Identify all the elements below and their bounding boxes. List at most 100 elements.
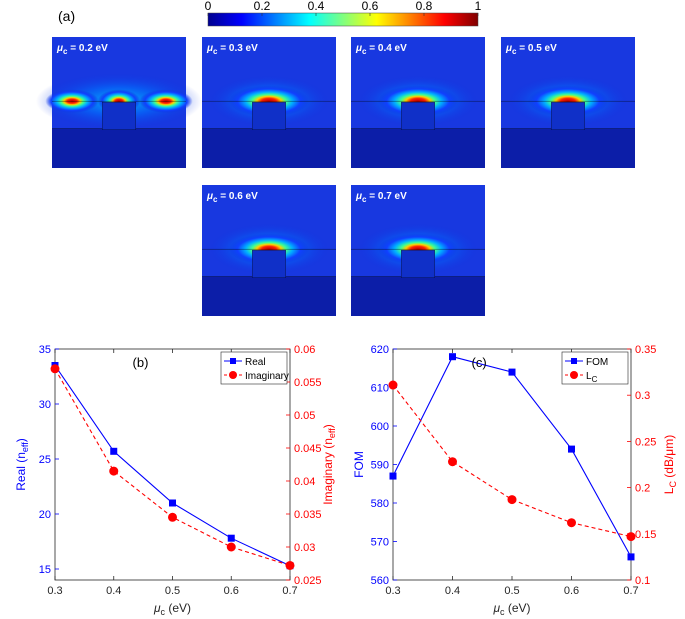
mu-subscript: c <box>362 47 367 56</box>
y-right-axis-label: Imaginary (neff) <box>321 424 337 505</box>
mode-profile-panel: μc = 0.4 eV <box>351 37 485 168</box>
mode-profile-value: = 0.6 eV <box>217 191 258 202</box>
y-left-tick-label: 580 <box>371 498 389 510</box>
y-right-tick-label: 0.03 <box>294 542 315 554</box>
mode-profile-value: = 0.7 eV <box>366 191 407 202</box>
y-right-label-end: ) <box>321 424 335 428</box>
chart-b: 0.3 0.4 0.5 0.6 0.7 15 20 25 30 35 0.03 0.035 0.04 0.… <box>14 344 337 617</box>
y-left-label-sub: eff <box>20 442 30 452</box>
data-point-real <box>227 534 235 542</box>
y-right-tick-label: 0.035 <box>294 509 322 521</box>
y-right-label-sub: eff <box>327 428 337 438</box>
y-left-tick-label: 570 <box>371 537 389 549</box>
x-label-sub: c <box>500 607 505 617</box>
y-right-label-main: Imaginary (n <box>321 438 335 505</box>
chart-c: 0.3 0.4 0.5 0.6 0.7 560 570 580 590 600 610 620 0.1 0… <box>352 344 678 617</box>
mode-profile-label: μc = 0.6 eV <box>206 191 258 204</box>
legend-entry-text: FOM <box>586 357 608 368</box>
substrate-layer <box>202 276 336 316</box>
colorbar-ticks: 0 0.2 0.4 0.6 0.8 1 <box>205 0 482 16</box>
data-point-fom <box>508 368 516 376</box>
y-left-label-main: Real (n <box>14 452 28 491</box>
legend-marker <box>571 358 577 364</box>
mode-profile-panel: μc = 0.3 eV <box>202 37 336 168</box>
x-label-unit: (eV) <box>505 601 531 615</box>
y-left-tick-label: 620 <box>371 344 389 356</box>
y-left-axis-label: Real (neff) <box>14 438 30 491</box>
colorbar-tick-label: 0.6 <box>362 0 379 13</box>
mode-profile-label: μc = 0.7 eV <box>355 191 407 204</box>
y-right-tick-label: 0.3 <box>635 390 650 402</box>
data-point-fom <box>568 445 575 453</box>
mu-symbol: μ <box>355 191 362 202</box>
data-point-imaginary <box>226 542 236 552</box>
y-left-tick-label: 590 <box>371 460 389 472</box>
y-right-tick-label: 0.35 <box>635 344 656 356</box>
data-point-fom <box>389 472 397 480</box>
x-label-symbol: μ <box>492 601 500 615</box>
waveguide-ridge <box>551 101 585 130</box>
mode-profile-value: = 0.5 eV <box>516 43 557 54</box>
legend-entry: Real <box>245 357 266 368</box>
legend-entry-text: Imaginary <box>245 371 289 382</box>
y-right-tick-label: 0.025 <box>294 575 322 587</box>
y-right-tick-label: 0.05 <box>294 410 315 422</box>
colorbar-tick-label: 0.2 <box>254 0 271 13</box>
y-right-axis-label: LC (dB/μm) <box>662 435 678 494</box>
colorbar-tick-label: 0.8 <box>416 0 433 13</box>
substrate-layer <box>351 276 485 316</box>
y-right-tick-label: 0.04 <box>294 476 315 488</box>
colorbar-tick-label: 0.4 <box>308 0 325 13</box>
y-right-tick-label: 0.1 <box>635 575 650 587</box>
plot-frame <box>54 348 291 581</box>
y-left-label-main: FOM <box>352 451 366 478</box>
mode-profile-value: = 0.2 eV <box>67 43 108 54</box>
legend-marker <box>570 371 578 379</box>
legend-entry: FOM <box>586 357 608 368</box>
x-tick-label: 0.6 <box>564 585 579 597</box>
panel-a-label: (a) <box>58 8 75 24</box>
y-right-tick-label: 0.045 <box>294 443 322 455</box>
legend-marker <box>230 358 236 364</box>
substrate-layer <box>501 128 635 168</box>
mode-profile-label: μc = 0.4 eV <box>355 43 407 56</box>
data-point-l <box>448 457 457 467</box>
y-left-axis-label: FOM <box>352 451 366 478</box>
y-right-tick-label: 0.06 <box>294 344 315 356</box>
x-label-unit: (eV) <box>165 601 191 615</box>
data-point-l <box>388 380 398 390</box>
y-left-tick-label: 25 <box>39 454 51 466</box>
x-label-symbol: μ <box>153 601 161 615</box>
mu-subscript: c <box>213 195 218 204</box>
mode-profile-label: μc = 0.5 eV <box>505 43 557 56</box>
y-right-label-sub: C <box>668 481 678 488</box>
y-left-tick-label: 15 <box>39 564 51 576</box>
mode-profile-panel: μc = 0.7 eV <box>351 185 485 316</box>
data-point-l <box>567 518 576 528</box>
y-right-tick-label: 0.15 <box>635 529 656 541</box>
mode-profile-value: = 0.3 eV <box>217 43 258 54</box>
y-left-tick-label: 20 <box>39 509 51 521</box>
x-tick-label: 0.5 <box>504 585 519 597</box>
mu-subscript: c <box>512 47 517 56</box>
mu-symbol: μ <box>206 43 213 54</box>
legend-entry-text: L <box>586 371 592 382</box>
panel-a-mode-profiles: (a) 0 0.2 0.4 0.6 0.8 1 μc = 0.2 eV μc = 0.3 e… <box>35 0 635 316</box>
mode-profile-value: = 0.4 eV <box>366 43 407 54</box>
colorbar-gradient <box>207 12 479 27</box>
waveguide-ridge <box>102 101 136 130</box>
mode-profile-panel: μc = 0.6 eV <box>202 185 336 316</box>
legend-entry: LC <box>586 371 598 384</box>
x-tick-label: 0.3 <box>385 585 400 597</box>
mu-subscript: c <box>362 195 367 204</box>
waveguide-ridge <box>401 101 435 130</box>
x-tick-label: 0.7 <box>282 585 297 597</box>
mu-subscript: c <box>63 47 68 56</box>
mu-symbol: μ <box>355 43 362 54</box>
colorbar-tick-label: 0 <box>205 0 212 13</box>
data-point-fom <box>449 353 456 361</box>
y-left-tick-label: 610 <box>371 383 389 395</box>
mode-profile-label: μc = 0.2 eV <box>56 43 108 56</box>
y-right-label-main: L <box>662 487 676 494</box>
data-point-real <box>110 447 118 455</box>
